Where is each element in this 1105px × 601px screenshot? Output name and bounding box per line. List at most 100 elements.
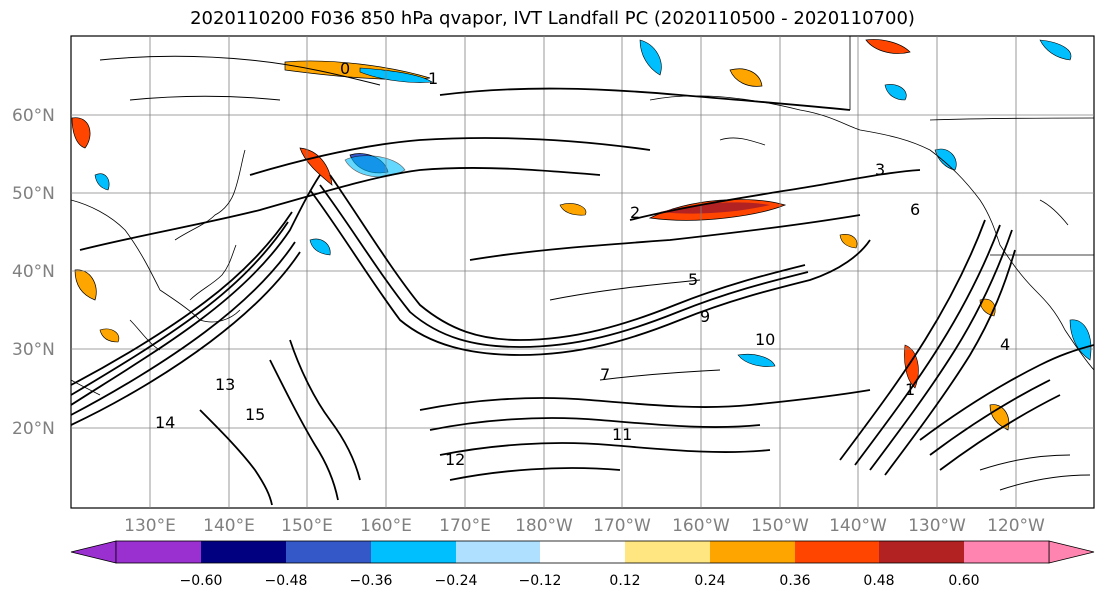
contour-line xyxy=(269,359,339,501)
colorbar-tick-label: 0.48 xyxy=(863,573,894,589)
contour-labels: 0 1 2 5 9 10 13 14 11 12 15 7 6 3 4 1 xyxy=(155,59,1010,469)
contour-label: 0 xyxy=(340,59,350,78)
lat-axis: 60°N 50°N 40°N 30°N 20°N xyxy=(12,106,55,439)
lon-label: 160°E xyxy=(360,516,412,536)
anomaly-patch xyxy=(865,39,911,54)
anomaly-patch xyxy=(71,117,91,149)
anomaly-patch xyxy=(1039,39,1072,61)
contour-label: 4 xyxy=(1000,335,1010,354)
contour-line xyxy=(469,214,861,261)
lon-label: 120°W xyxy=(987,516,1045,536)
lon-label: 140°W xyxy=(829,516,887,536)
colorbar-ticks: −0.60 −0.48 −0.36 −0.24 −0.12 0.12 0.24 … xyxy=(180,573,980,589)
colorbar-segment xyxy=(964,541,1049,563)
colorbar-segment xyxy=(201,541,286,563)
colorbar-tick-label: −0.12 xyxy=(519,573,562,589)
lat-label: 20°N xyxy=(12,419,55,439)
contour-line xyxy=(869,229,1013,471)
anomaly-patch xyxy=(359,67,433,83)
contour-line xyxy=(79,167,601,251)
contour-line xyxy=(329,174,806,341)
contour-line xyxy=(71,251,301,426)
colorbar-extend-left xyxy=(70,540,117,564)
anomaly-patch xyxy=(884,84,907,101)
contour-line xyxy=(249,137,651,176)
contour-label: 3 xyxy=(875,160,885,179)
colorbar-segment xyxy=(879,541,964,563)
lon-label: 180°W xyxy=(515,516,573,536)
contour-line xyxy=(319,184,809,348)
anomaly-patch xyxy=(94,173,110,191)
colorbar-segment xyxy=(371,541,456,563)
lon-label: 130°E xyxy=(124,516,176,536)
contour-line xyxy=(71,174,321,406)
contour-label: 5 xyxy=(688,270,698,289)
anomaly-patch xyxy=(309,238,331,256)
anomaly-patch xyxy=(1069,319,1092,361)
colorbar-extend-right xyxy=(1048,540,1095,564)
contour-label: 2 xyxy=(630,203,640,222)
contour-line xyxy=(854,224,1001,466)
colorbar-tick-label: −0.60 xyxy=(180,573,223,589)
colorbar-segment xyxy=(625,541,710,563)
coastlines xyxy=(71,36,1094,396)
contour-label: 14 xyxy=(155,413,175,432)
contour-line xyxy=(419,389,871,411)
lon-label: 150°W xyxy=(751,516,809,536)
lon-label: 150°E xyxy=(281,516,333,536)
contour-label: 15 xyxy=(245,405,265,424)
lon-label: 170°E xyxy=(439,516,491,536)
contour-line xyxy=(629,169,921,221)
lon-label: 140°E xyxy=(203,516,255,536)
anomaly-patch xyxy=(99,328,120,343)
anomaly-patch xyxy=(737,353,776,367)
contour-label: 1 xyxy=(428,69,438,88)
anomaly-patch xyxy=(660,202,770,214)
lon-axis: 130°E 140°E 150°E 160°E 170°E 180°W 170°… xyxy=(124,516,1045,536)
colorbar-tick-label: −0.24 xyxy=(435,573,478,589)
colorbar-segment xyxy=(286,541,371,563)
contour-line xyxy=(71,241,296,416)
contour-label: 1 xyxy=(905,380,915,399)
colorbar-tick-label: 0.24 xyxy=(694,573,725,589)
lon-label: 170°W xyxy=(593,516,651,536)
colorbar-tick-label: 0.12 xyxy=(609,573,640,589)
contour-line xyxy=(71,221,289,396)
contour-label: 12 xyxy=(445,450,465,469)
anomaly-patch xyxy=(979,298,996,317)
colorbar-segment xyxy=(456,541,540,563)
contour-label: 11 xyxy=(612,425,632,444)
anomaly-patch xyxy=(729,68,763,87)
lat-label: 30°N xyxy=(12,340,55,360)
anomaly-patch xyxy=(934,148,957,171)
shaded-anomalies xyxy=(71,39,1092,431)
contour-line xyxy=(929,379,1051,456)
anomaly-patch xyxy=(344,155,406,178)
ivt-contours-thin xyxy=(99,55,1091,491)
colorbar-tick-label: −0.36 xyxy=(350,573,393,589)
anomaly-patch xyxy=(839,234,858,249)
contour-label: 6 xyxy=(910,200,920,219)
contour-line xyxy=(199,409,273,506)
contour-line xyxy=(439,442,771,456)
contour-line xyxy=(839,219,986,461)
ivt-contours xyxy=(71,87,1094,506)
colorbar-tick-label: 0.36 xyxy=(779,573,810,589)
contour-line xyxy=(439,87,851,111)
anomaly-patch xyxy=(74,269,97,301)
colorbar-outline xyxy=(115,540,1050,564)
contour-line xyxy=(939,394,1061,471)
contour-label: 7 xyxy=(600,365,610,384)
lat-label: 50°N xyxy=(12,184,55,204)
colorbar-segment xyxy=(710,541,795,563)
lon-label: 160°W xyxy=(672,516,730,536)
colorbar-segment xyxy=(540,541,625,563)
lat-label: 40°N xyxy=(12,262,55,282)
anomaly-patch xyxy=(559,203,587,216)
lat-label: 60°N xyxy=(12,106,55,126)
contour-line xyxy=(449,467,621,481)
contour-label: 13 xyxy=(215,375,235,394)
map-title: 2020110200 F036 850 hPa qvapor, IVT Land… xyxy=(190,8,915,29)
colorbar-segment xyxy=(795,541,879,563)
